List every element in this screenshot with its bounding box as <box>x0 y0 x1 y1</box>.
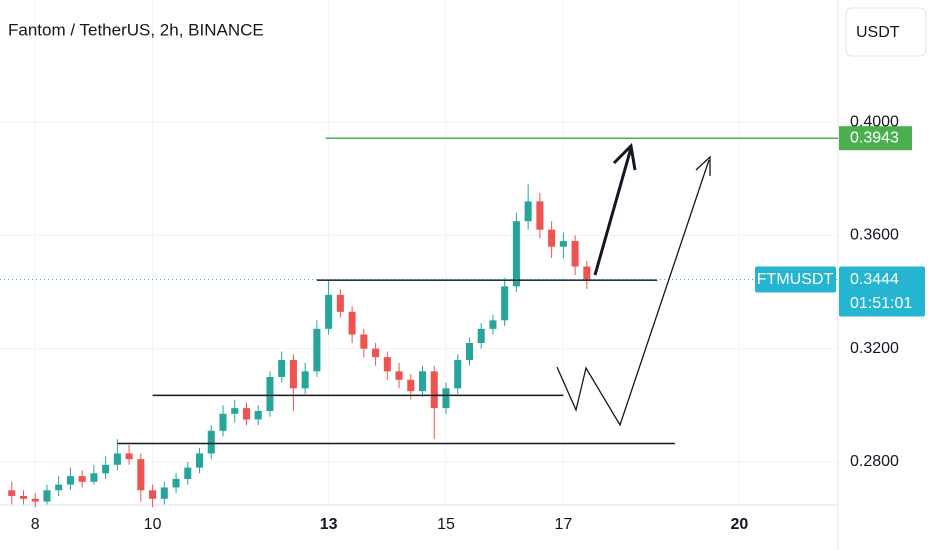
candle-body <box>231 408 239 414</box>
candle-body <box>278 359 286 377</box>
candle-body <box>489 320 497 329</box>
symbol-label-bg <box>755 266 836 293</box>
candle-body <box>113 453 121 465</box>
candle-body <box>219 413 227 431</box>
candle-body <box>477 328 485 343</box>
candle-body <box>242 408 250 420</box>
arrow-head <box>612 142 637 171</box>
candle-body <box>372 348 380 358</box>
candle-body <box>536 201 544 230</box>
x-tick-label: 10 <box>144 516 162 533</box>
candle-body <box>395 371 403 380</box>
candle-body <box>571 241 579 267</box>
level-price-label: 0.3943 <box>850 129 899 146</box>
y-tick-label: 0.2800 <box>850 453 899 470</box>
arrow-head <box>695 155 711 176</box>
candle-body <box>31 498 39 502</box>
candle-body <box>407 379 415 392</box>
currency-label[interactable]: USDT <box>856 24 900 41</box>
candle-body <box>196 453 204 468</box>
x-tick-label: 13 <box>320 516 338 533</box>
candle-body <box>184 467 192 479</box>
drawings <box>556 142 711 427</box>
candle-body <box>78 476 86 482</box>
arrow-up-thick <box>593 147 633 276</box>
y-tick-label: 0.3600 <box>850 227 899 244</box>
chart-title: Fantom / TetherUS, 2h, BINANCE <box>8 20 264 39</box>
zigzag-path <box>556 159 710 427</box>
countdown: 01:51:01 <box>850 295 912 312</box>
candle-body <box>90 473 98 482</box>
candle-body <box>55 484 63 491</box>
candle-body <box>512 221 520 287</box>
candle-body <box>548 229 556 247</box>
candle-body <box>160 487 168 499</box>
candle-body <box>325 294 333 329</box>
candle-body <box>430 371 438 409</box>
candle-body <box>559 241 567 247</box>
candle-body <box>419 371 427 392</box>
candle-body <box>172 478 180 488</box>
candle-body <box>501 286 509 321</box>
currency-button[interactable] <box>845 7 927 57</box>
candle-body <box>348 311 356 335</box>
x-tick-label: 17 <box>554 516 572 533</box>
candle-body <box>149 490 157 499</box>
candle-body <box>289 359 297 389</box>
x-tick-label: 15 <box>437 516 455 533</box>
candle-body <box>207 430 215 454</box>
x-tick-label: 8 <box>31 516 40 533</box>
candle-body <box>583 266 591 280</box>
candle-body <box>125 453 133 460</box>
candle-body <box>442 388 450 409</box>
last-price-label: 0.3444 <box>850 271 899 288</box>
candle-body <box>19 495 27 499</box>
x-tick-label: 20 <box>731 516 749 533</box>
axes: 0.2800 0.3200 0.3600 0.4000 8 10 13 15 17 20 0.394… <box>31 113 925 533</box>
candle-body <box>254 410 262 420</box>
candle-body <box>465 342 473 360</box>
candle-body <box>266 376 274 411</box>
last-price-label-bg <box>839 266 925 317</box>
candle-body <box>336 294 344 312</box>
candle-body <box>360 334 368 349</box>
symbol-label: FTMUSDT <box>757 271 834 288</box>
y-tick-label: 0.4000 <box>850 113 899 130</box>
candle-body <box>524 201 532 222</box>
y-tick-label: 0.3200 <box>850 340 899 357</box>
candle-body <box>66 476 74 485</box>
candle-body <box>454 359 462 389</box>
candle-body <box>102 464 110 474</box>
candle-body <box>383 357 391 372</box>
candle-body <box>8 490 16 496</box>
plot-area <box>0 0 838 508</box>
candle-body <box>137 459 145 491</box>
candle-body <box>301 371 309 389</box>
level-price-label-bg <box>839 126 912 151</box>
candle-body <box>313 328 321 372</box>
candle-body <box>43 490 51 502</box>
